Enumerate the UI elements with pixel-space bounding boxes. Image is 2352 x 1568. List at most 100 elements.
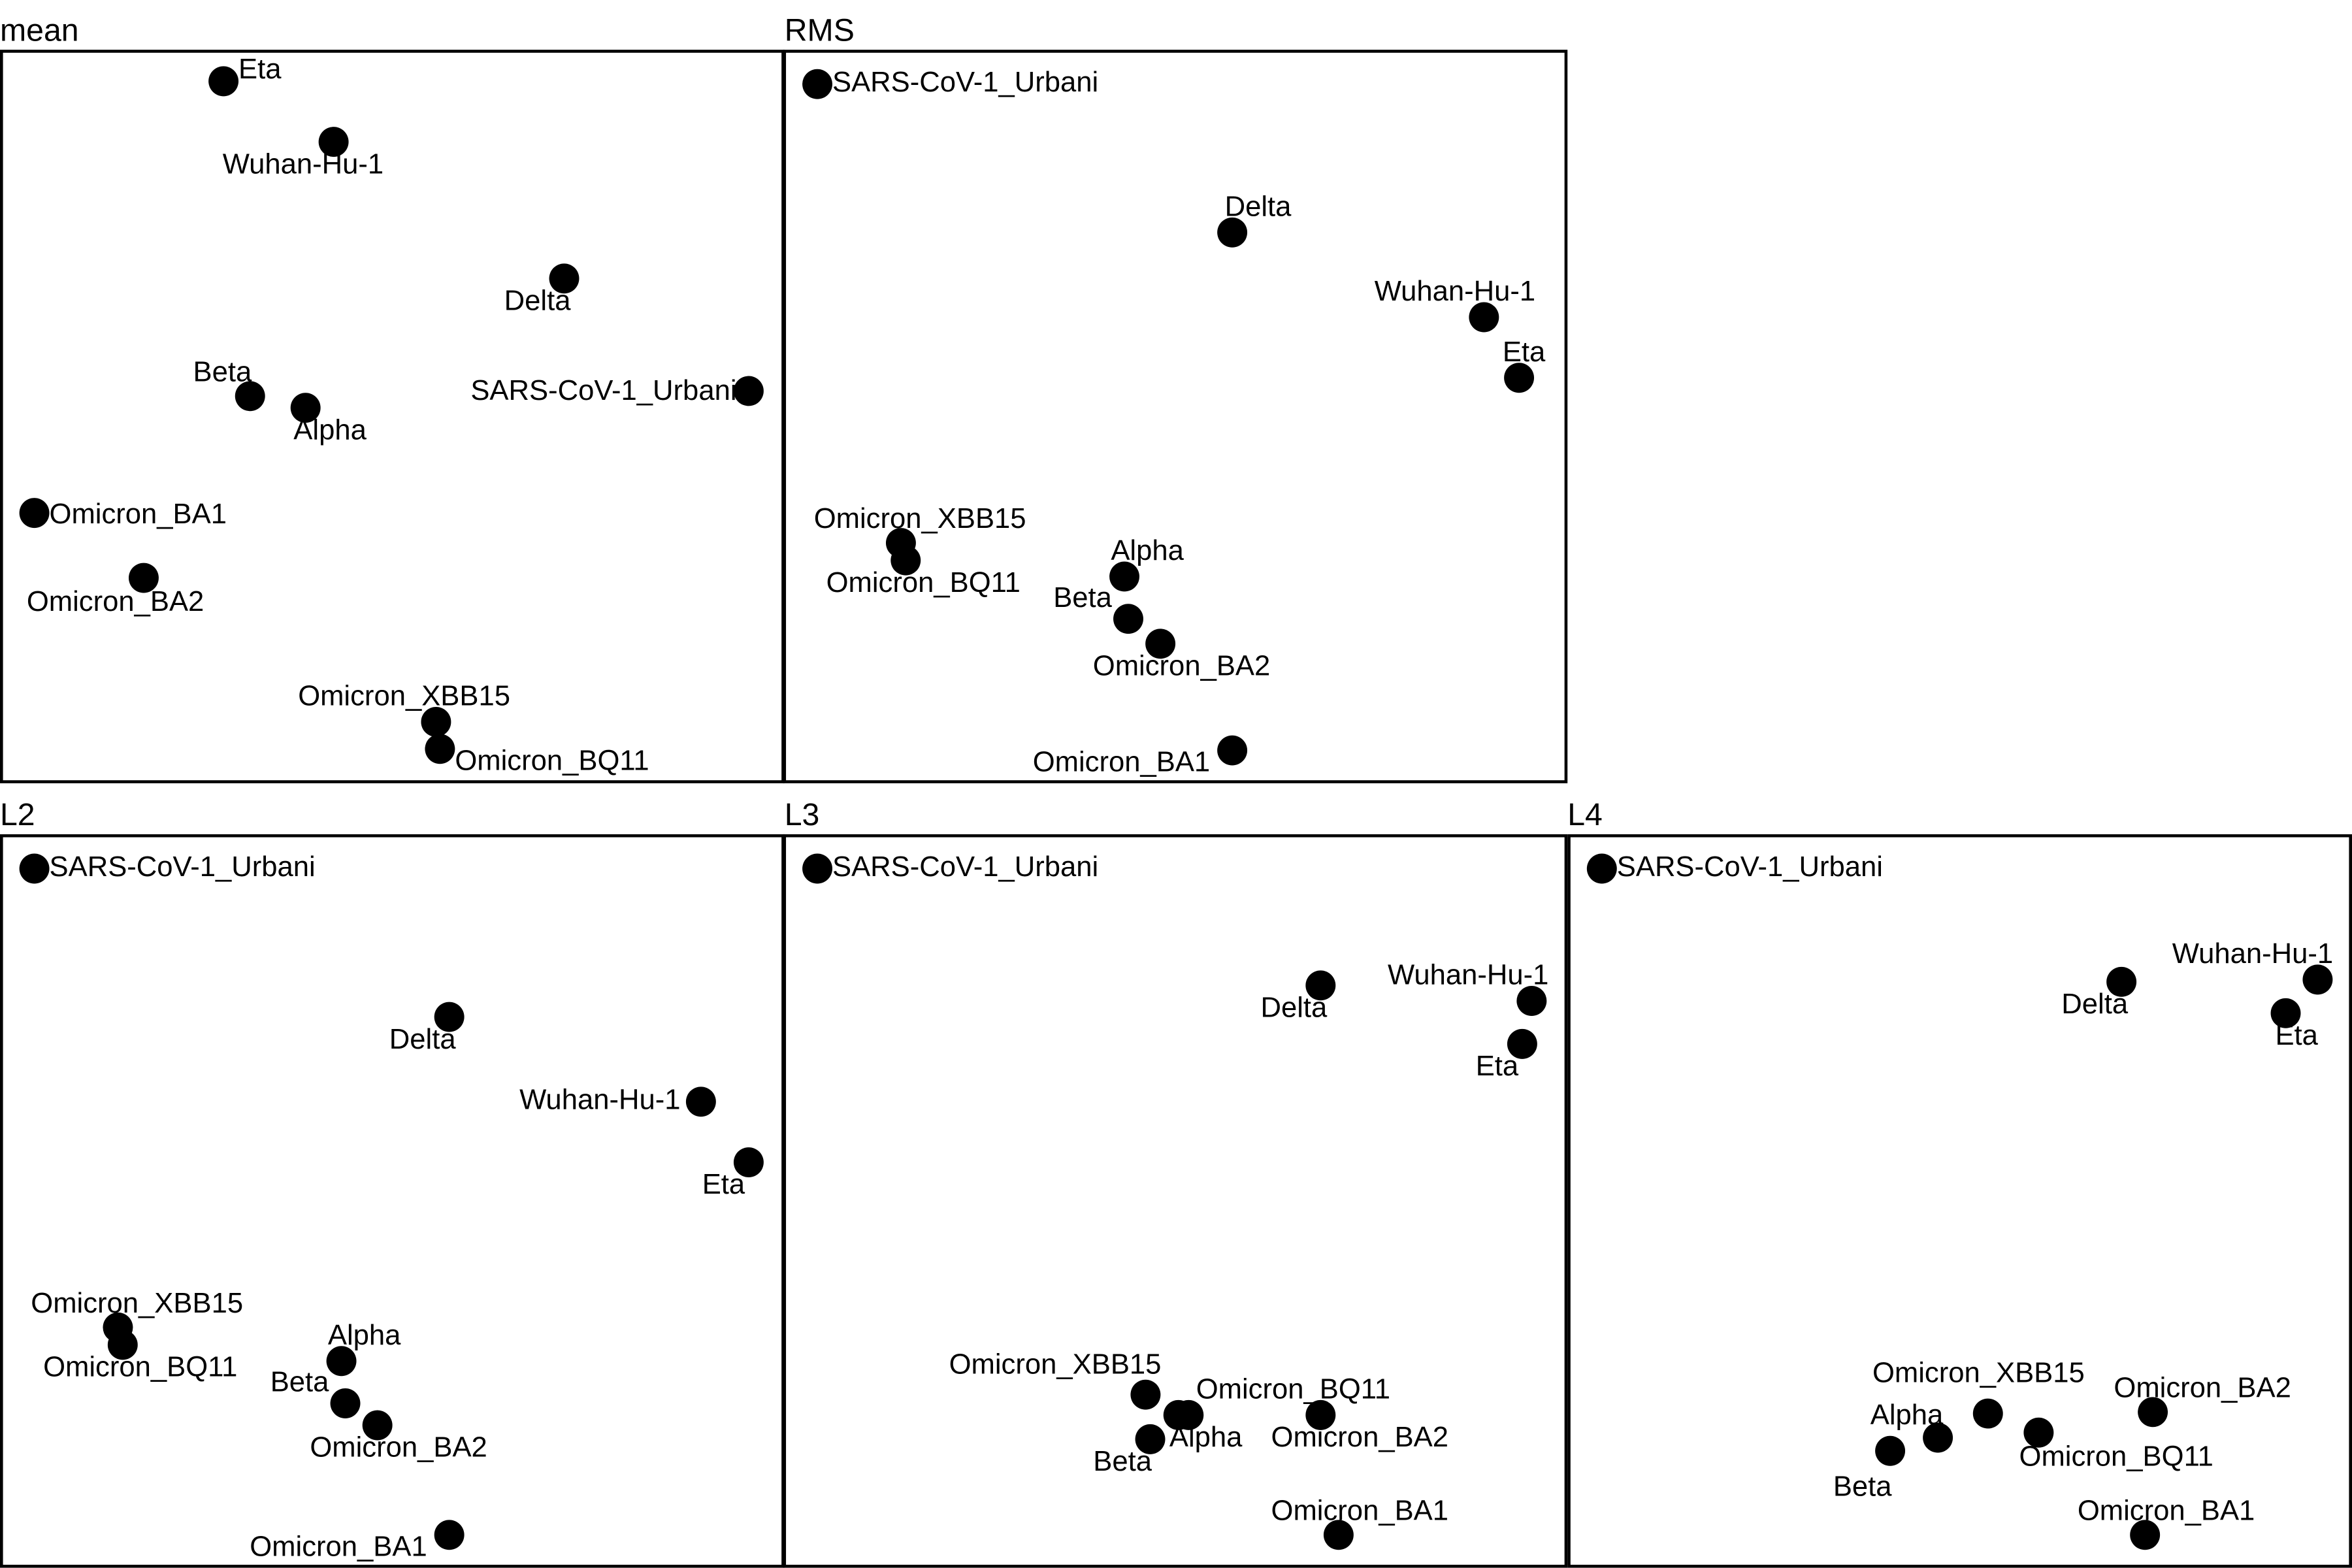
point-label: Delta xyxy=(504,285,572,316)
point-label: Omicron_BQ11 xyxy=(43,1352,237,1383)
point-label: Wuhan-Hu-1 xyxy=(2172,938,2333,970)
panel-title-mean: mean xyxy=(0,12,79,48)
panel-rms: RMS SARS-CoV-1_Urbani Delta Wuhan-Hu-1 Eta O… xyxy=(783,12,1568,783)
point-label: Beta xyxy=(1093,1446,1152,1477)
points-layer-l4: SARS-CoV-1_Urbani Delta Wuhan-Hu-1 Eta Omicr… xyxy=(1586,851,2333,1550)
scatter-point xyxy=(1163,1399,1194,1430)
panel-frame-l3 xyxy=(783,834,1568,1568)
point-label: Wuhan-Hu-1 xyxy=(1388,960,1548,991)
points-layer-mean: Eta Wuhan-Hu-1 Delta Beta Alpha SARS-CoV-1_Ur… xyxy=(19,54,764,776)
scatter-point xyxy=(1507,1028,1537,1059)
points-layer-l3: SARS-CoV-1_Urbani Delta Wuhan-Hu-1 Eta Omicr… xyxy=(802,851,1548,1550)
point-label: Omicron_BA1 xyxy=(1271,1495,1448,1526)
scatter-point xyxy=(1972,1398,2003,1429)
point-label: Beta xyxy=(1053,582,1112,613)
panel-frame-l4 xyxy=(1567,834,2352,1568)
point-label: SARS-CoV-1_Urbani xyxy=(50,851,316,883)
scatter-point xyxy=(1109,561,1139,592)
scatter-point xyxy=(362,1410,393,1441)
panel-l4: L4 SARS-CoV-1_Urbani Delta Wuhan-Hu-1 Eta Om… xyxy=(1567,797,2352,1568)
point-label: Beta xyxy=(1833,1471,1892,1503)
scatter-point xyxy=(19,853,50,884)
point-label: SARS-CoV-1_Urbani xyxy=(832,67,1098,98)
scatter-point xyxy=(1323,1520,1354,1550)
point-label: Omicron_BQ11 xyxy=(2019,1441,2213,1472)
points-layer-rms: SARS-CoV-1_Urbani Delta Wuhan-Hu-1 Eta Omicr… xyxy=(802,67,1546,778)
point-label: Omicron_BA2 xyxy=(1093,651,1270,682)
scatter-point xyxy=(549,263,580,294)
scatter-point xyxy=(434,1520,465,1550)
point-label: Alpha xyxy=(293,414,367,446)
point-label: Omicron_BA2 xyxy=(1271,1422,1448,1453)
scatter-point xyxy=(19,498,50,529)
point-label: Omicron_BQ11 xyxy=(455,745,649,776)
point-label: Omicron_XBB15 xyxy=(31,1288,243,1319)
panel-mean: mean Eta Wuhan-Hu-1 Delta Beta Alpha SARS-CoV… xyxy=(0,12,785,783)
point-label: SARS-CoV-1_Urbani xyxy=(1617,851,1883,883)
scatter-point xyxy=(1516,986,1547,1016)
scatter-point xyxy=(208,66,239,97)
scatter-point xyxy=(1113,604,1143,634)
panel-l3: L3 SARS-CoV-1_Urbani Delta Wuhan-Hu-1 Eta Om… xyxy=(783,797,1568,1568)
scatter-point xyxy=(318,127,349,157)
scatter-point xyxy=(1130,1379,1161,1410)
panel-frame-mean xyxy=(0,50,785,783)
scatter-point xyxy=(425,734,455,764)
scatter-point xyxy=(1217,217,1248,248)
point-label: Omicron_BA1 xyxy=(2078,1495,2255,1526)
scatter-point xyxy=(1305,1399,1336,1430)
point-label: Omicron_BA2 xyxy=(2114,1372,2291,1403)
point-label: Wuhan-Hu-1 xyxy=(519,1085,680,1116)
point-label: Alpha xyxy=(328,1320,401,1351)
scatter-point xyxy=(685,1086,716,1117)
scatter-point xyxy=(2106,966,2137,997)
point-label: Omicron_BA2 xyxy=(27,586,204,617)
points-layer-l2: SARS-CoV-1_Urbani Delta Wuhan-Hu-1 Eta Omicr… xyxy=(19,851,764,1562)
point-label: Omicron_BA1 xyxy=(50,498,227,530)
scatter-point xyxy=(1923,1422,1953,1453)
scatter-point xyxy=(128,563,159,593)
scatter-point xyxy=(434,1002,465,1032)
scatter-point xyxy=(802,853,833,884)
point-label: Delta xyxy=(2061,988,2129,1020)
point-label: Eta xyxy=(2275,1020,2318,1051)
point-label: Eta xyxy=(702,1169,745,1200)
point-label: Beta xyxy=(193,356,252,387)
point-label: Beta xyxy=(270,1367,329,1398)
point-label: Alpha xyxy=(1870,1399,1944,1431)
point-label: Omicron_BA1 xyxy=(250,1531,427,1562)
point-label: SARS-CoV-1_Urbani xyxy=(832,851,1098,883)
panel-title-l2: L2 xyxy=(0,797,35,832)
point-label: Omicron_BA2 xyxy=(310,1432,487,1463)
point-label: Delta xyxy=(1260,992,1328,1024)
scatter-point xyxy=(2023,1417,2054,1448)
point-label: Omicron_BQ11 xyxy=(1196,1374,1390,1405)
panel-l2: L2 SARS-CoV-1_Urbani Delta Wuhan-Hu-1 Eta Om… xyxy=(0,797,785,1568)
scatter-point xyxy=(330,1388,361,1418)
point-label: Wuhan-Hu-1 xyxy=(1375,276,1535,307)
point-label: Omicron_BQ11 xyxy=(826,567,1021,598)
point-label: Eta xyxy=(1503,336,1546,368)
point-label: Alpha xyxy=(1169,1422,1243,1453)
scatter-point xyxy=(1305,970,1336,1001)
scatter-point xyxy=(1217,735,1248,766)
scatter-point xyxy=(1145,629,1176,659)
point-label: Eta xyxy=(238,54,282,85)
panel-title-rms: RMS xyxy=(785,12,855,48)
point-label: Alpha xyxy=(1111,535,1184,566)
scatter-point xyxy=(235,381,265,412)
panel-title-l4: L4 xyxy=(1567,797,1603,832)
scatter-point xyxy=(2270,998,2301,1028)
point-label: SARS-CoV-1_Urbani xyxy=(470,375,736,406)
point-label: Omicron_XBB15 xyxy=(298,681,510,712)
scatter-point xyxy=(2302,964,2333,995)
scatter-point xyxy=(1504,363,1535,393)
scatter-point xyxy=(802,69,833,99)
scatter-point xyxy=(1586,853,1617,884)
scatter-point xyxy=(2138,1397,2168,1428)
scatter-point xyxy=(1469,302,1499,333)
scatter-point xyxy=(326,1346,357,1377)
point-label: Delta xyxy=(1225,191,1292,223)
point-label: Omicron_XBB15 xyxy=(1872,1357,2085,1388)
